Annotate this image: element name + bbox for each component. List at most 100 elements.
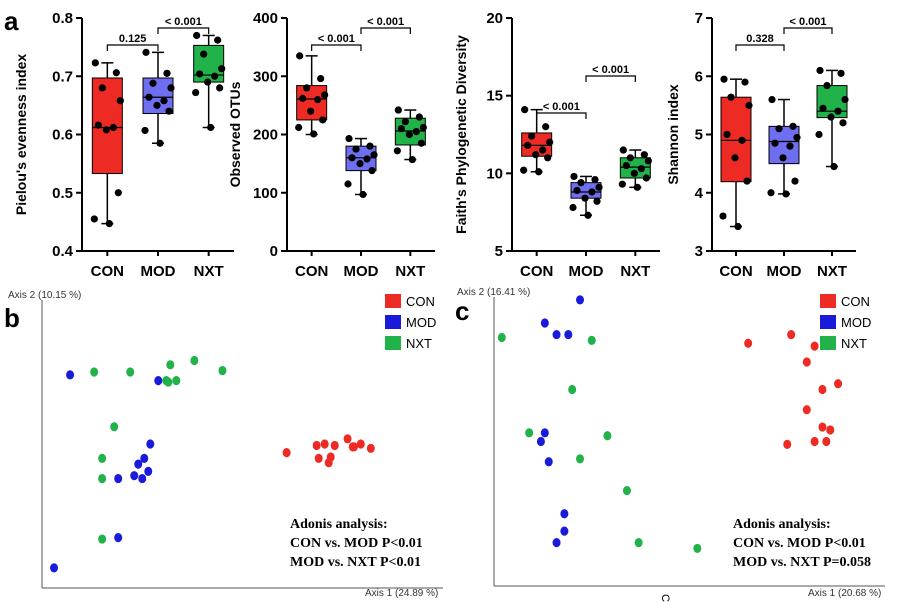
- y-tick-label: 0.8: [52, 10, 73, 27]
- x-category-label: NXT: [817, 263, 847, 280]
- data-point: [539, 146, 547, 154]
- data-point: [743, 177, 751, 185]
- scatter-point-nxt: [98, 453, 107, 463]
- y-tick-label: 5: [495, 243, 503, 260]
- p-value-label: 0.125: [119, 33, 147, 45]
- data-point: [830, 162, 838, 171]
- y-tick-label: 5: [695, 127, 703, 144]
- scatter-point-nxt: [98, 534, 107, 544]
- scatter-point-nxt: [576, 454, 585, 464]
- x-category-label: MOD: [767, 263, 802, 280]
- legend-swatch-nxt: [820, 336, 836, 350]
- legend-swatch-con: [820, 294, 836, 308]
- legend-swatch-mod: [385, 315, 401, 329]
- data-point: [408, 155, 416, 164]
- x-category-label: CON: [91, 263, 124, 280]
- data-point: [319, 116, 327, 124]
- scatter-point-mod: [552, 538, 561, 548]
- data-point: [819, 104, 827, 112]
- data-point: [98, 84, 106, 92]
- data-point: [348, 154, 356, 162]
- data-point: [94, 121, 102, 129]
- scatter-point-mod: [130, 471, 139, 481]
- data-point: [211, 72, 219, 80]
- data-point: [200, 50, 208, 58]
- scatter-point-mod: [560, 509, 569, 519]
- adonis-annotation-line: CON vs. MOD P<0.01: [290, 536, 423, 551]
- data-point: [791, 177, 799, 185]
- y-tick-label: 0.6: [52, 127, 73, 144]
- scatter-point-con: [787, 329, 796, 340]
- data-point: [296, 52, 304, 60]
- significance-bracket: [157, 27, 210, 34]
- scatter-point-con: [822, 436, 831, 447]
- scatter-point-nxt: [587, 335, 596, 345]
- box-con: [720, 96, 752, 183]
- y-tick-label: 0.7: [52, 68, 73, 85]
- data-point: [105, 220, 113, 228]
- scatter-point-nxt: [634, 538, 643, 548]
- data-point: [153, 101, 161, 109]
- data-point: [356, 160, 364, 168]
- y-axis-title: Shannon index: [665, 84, 681, 185]
- data-point: [419, 123, 427, 132]
- scatter-point-nxt: [693, 543, 702, 554]
- data-point: [207, 123, 215, 132]
- data-point: [193, 31, 201, 40]
- scatter-point-mod: [564, 329, 573, 340]
- legend-label: MOD: [841, 315, 871, 330]
- observed-otus-boxplot: 0 100 200 300 400 Observed OTUs CON MOD NXT < 0.0…: [227, 10, 435, 280]
- data-point: [595, 183, 603, 191]
- scatter-point-mod: [114, 533, 123, 543]
- y-tick-label: 6: [695, 68, 703, 85]
- data-point: [834, 107, 842, 115]
- scatter-point-mod: [560, 526, 569, 536]
- y-tick-label: 3: [695, 243, 703, 260]
- scatter-point-mod: [154, 376, 163, 386]
- data-point: [521, 106, 529, 114]
- data-point: [167, 84, 175, 92]
- scatter-point-nxt: [166, 360, 175, 370]
- data-point: [775, 125, 783, 133]
- y-axis-title: Axis 2 (10.15 %): [8, 290, 81, 301]
- data-point: [368, 167, 376, 175]
- scatter-point-con: [834, 379, 843, 389]
- scatter-point-mod: [536, 436, 545, 447]
- legend-label: NXT: [841, 336, 867, 351]
- scatter-point-con: [366, 443, 375, 453]
- data-point: [102, 126, 110, 134]
- y-tick-label: 4: [695, 185, 704, 202]
- data-point: [546, 138, 554, 146]
- data-point: [142, 48, 150, 56]
- data-point: [91, 59, 99, 67]
- scatter-point-mod: [134, 459, 143, 469]
- scatter-point-con: [802, 405, 811, 415]
- p-value-label: 0.328: [746, 33, 774, 45]
- shannon-boxplot: 3 4 5 6 7 Shannon index CON MOD NXT 0.328 < 0.001: [665, 10, 856, 280]
- data-point: [314, 95, 322, 104]
- y-axis-title: Axis 2 (16.41 %): [457, 287, 530, 298]
- scatter-point-mod: [144, 466, 153, 476]
- data-point: [619, 146, 627, 154]
- scatter-point-nxt: [164, 377, 173, 387]
- data-point: [345, 134, 353, 143]
- scatter-point-nxt: [190, 355, 199, 366]
- data-point: [141, 126, 149, 135]
- data-point: [149, 79, 157, 87]
- data-point: [731, 154, 739, 162]
- data-point: [720, 75, 728, 83]
- data-point: [114, 189, 122, 197]
- data-point: [109, 123, 117, 132]
- scatter-point-con: [320, 439, 329, 449]
- scatter-point-con: [810, 341, 819, 351]
- p-value-label: < 0.001: [789, 16, 826, 28]
- x-category-label: CON: [520, 263, 553, 280]
- scatter-point-mod: [66, 370, 75, 380]
- data-point: [417, 139, 425, 147]
- data-point: [588, 188, 596, 196]
- data-point: [401, 118, 409, 126]
- p-value-label: < 0.001: [318, 33, 355, 45]
- legend-label: MOD: [406, 315, 436, 330]
- data-point: [307, 107, 315, 115]
